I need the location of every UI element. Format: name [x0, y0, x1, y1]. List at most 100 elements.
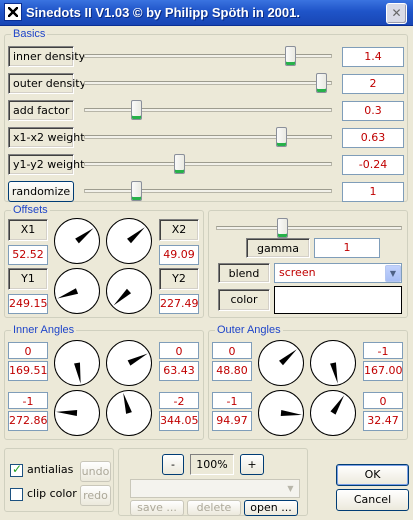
blend-select[interactable]: screen ▼ [274, 263, 402, 283]
x1-label: X1 [8, 219, 48, 241]
offsets-group: Offsets [4, 204, 204, 318]
preset-select[interactable]: ▼ [130, 479, 300, 498]
chevron-down-icon[interactable]: ▼ [385, 265, 401, 282]
inner-angles-title: Inner Angles [11, 324, 77, 336]
antialias-label: antialias [27, 463, 74, 476]
basics-row-slider-thumb[interactable] [285, 46, 296, 66]
y2-dial[interactable] [106, 268, 152, 314]
close-button[interactable]: ✕ [386, 3, 407, 24]
basics-row-slider-thumb[interactable] [316, 73, 327, 93]
basics-row-label: inner density [8, 46, 85, 67]
outer-d-value[interactable]: 32.47 [363, 411, 403, 431]
inner-a-top[interactable]: 0 [8, 342, 48, 359]
basics-row-slider-thumb[interactable] [276, 127, 287, 147]
inner-d-value[interactable]: 344.05 [159, 411, 199, 431]
inner-b-dial[interactable] [106, 340, 152, 386]
inner-angles-group: Inner Angles [4, 324, 204, 440]
basics-row-slider-track[interactable] [84, 81, 332, 85]
y1-label: Y1 [8, 268, 48, 290]
outer-angles-group: Outer Angles [208, 324, 408, 440]
chevron-down-icon[interactable]: ▼ [287, 484, 294, 493]
inner-a-dial[interactable] [54, 340, 100, 386]
y1-value[interactable]: 249.15 [8, 294, 48, 314]
randomize-slider-thumb[interactable] [131, 181, 142, 201]
clip-color-checkbox[interactable] [10, 488, 23, 501]
zoom-level: 100% [190, 454, 234, 475]
options-group [4, 448, 114, 512]
app-icon [4, 3, 22, 21]
outer-d-dial[interactable] [310, 390, 356, 436]
basics-row-value[interactable]: 0.3 [342, 101, 404, 121]
basics-row-value[interactable]: 2 [342, 74, 404, 94]
color-swatch[interactable] [274, 286, 402, 314]
open-button[interactable]: open ... [244, 500, 298, 516]
inner-b-value[interactable]: 63.43 [159, 361, 199, 381]
effects-group [208, 210, 408, 318]
antialias-checkbox[interactable]: ✓ [10, 462, 23, 477]
outer-a-top[interactable]: 0 [212, 342, 252, 359]
inner-c-top[interactable]: -1 [8, 392, 48, 409]
inner-d-top[interactable]: -2 [159, 392, 199, 409]
randomize-button[interactable]: randomize [8, 181, 74, 202]
redo-button[interactable]: redo [80, 485, 111, 506]
outer-c-top[interactable]: -1 [212, 392, 252, 409]
outer-b-dial[interactable] [310, 340, 356, 386]
blend-label: blend [218, 263, 270, 283]
save-button[interactable]: save ... [130, 500, 184, 516]
outer-a-dial[interactable] [258, 340, 304, 386]
basics-row-value[interactable]: -0.24 [342, 155, 404, 175]
title-bar[interactable]: Sinedots II V1.03 © by Philipp Spöth in … [0, 0, 413, 26]
zoom-in-button[interactable]: + [240, 454, 264, 475]
basics-row-slider-thumb[interactable] [131, 100, 142, 120]
outer-c-value[interactable]: 94.97 [212, 411, 252, 431]
basics-row-slider-track[interactable] [84, 108, 332, 112]
basics-row-slider-track[interactable] [84, 54, 332, 58]
x1-dial[interactable] [54, 218, 100, 264]
outer-b-value[interactable]: 167.00 [363, 361, 403, 381]
inner-c-dial[interactable] [54, 390, 100, 436]
x2-label: X2 [159, 219, 199, 241]
gamma-value[interactable]: 1 [314, 238, 380, 258]
outer-angles-title: Outer Angles [215, 324, 283, 336]
inner-d-dial[interactable] [106, 390, 152, 436]
y2-value[interactable]: 227.49 [159, 294, 199, 314]
x2-dial[interactable] [106, 218, 152, 264]
color-label: color [218, 289, 270, 311]
inner-c-value[interactable]: 272.86 [8, 411, 48, 431]
basics-row-label: outer density [8, 73, 86, 94]
basics-row-label: x1-x2 weight [8, 127, 85, 148]
outer-a-value[interactable]: 48.80 [212, 361, 252, 381]
delete-button[interactable]: delete [187, 500, 241, 516]
clip-color-label: clip color [27, 487, 77, 500]
gamma-label: gamma [246, 238, 310, 258]
basics-row-value[interactable]: 0.63 [342, 128, 404, 148]
basics-row-value[interactable]: 1.4 [342, 47, 404, 67]
zoom-out-button[interactable]: - [162, 454, 184, 475]
outer-d-top[interactable]: 0 [363, 392, 403, 409]
blend-select-value: screen [279, 266, 316, 279]
x1-value[interactable]: 52.52 [8, 245, 48, 265]
outer-b-top[interactable]: -1 [363, 342, 403, 359]
gamma-slider-thumb[interactable] [277, 218, 288, 238]
inner-b-top[interactable]: 0 [159, 342, 199, 359]
y1-dial[interactable] [54, 268, 100, 314]
basics-row-slider-track[interactable] [84, 135, 332, 139]
basics-title: Basics [11, 28, 48, 40]
gamma-slider-track[interactable] [216, 226, 402, 230]
randomize-value[interactable]: 1 [342, 182, 404, 202]
randomize-slider-track[interactable] [84, 189, 332, 193]
outer-c-dial[interactable] [258, 390, 304, 436]
y2-label: Y2 [159, 268, 199, 290]
offsets-title: Offsets [11, 204, 50, 216]
cancel-button[interactable]: Cancel [336, 489, 409, 511]
basics-row-label: add factor [8, 100, 74, 121]
basics-row-slider-track[interactable] [84, 162, 332, 166]
window-title: Sinedots II V1.03 © by Philipp Spöth in … [26, 5, 300, 20]
basics-row-label: y1-y2 weight [8, 154, 84, 175]
basics-row-slider-thumb[interactable] [174, 154, 185, 174]
undo-button[interactable]: undo [80, 461, 111, 482]
inner-a-value[interactable]: 169.51 [8, 361, 48, 381]
x2-value[interactable]: 49.09 [159, 245, 199, 265]
ok-button[interactable]: OK [336, 464, 409, 486]
basics-group: Basics [4, 28, 408, 202]
